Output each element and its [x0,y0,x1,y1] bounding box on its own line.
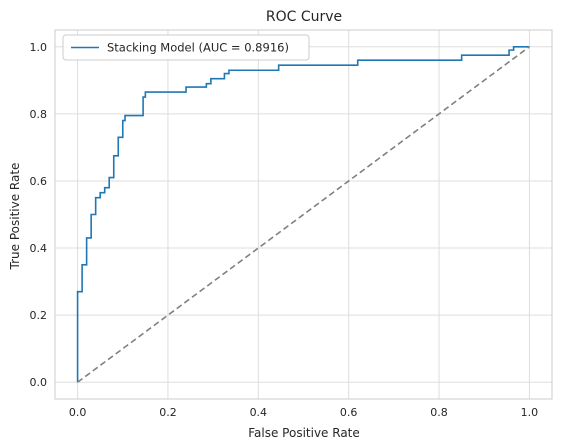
y-tick-label: 0.6 [30,175,48,188]
legend-box [62,34,310,61]
x-axis-label: False Positive Rate [248,426,360,440]
random-classifier-diagonal-line [77,46,530,383]
y-tick-label: 0.4 [30,242,48,255]
y-axis-label: True Positive Rate [8,163,22,271]
x-tick-label: 1.0 [521,406,539,419]
y-tick-label: 0.8 [30,108,48,121]
stacking-model-roc-line [76,45,530,383]
x-tick-label: 0.6 [340,406,358,419]
ticks: 0.0 0.2 0.4 0.6 0.8 1.0 0.0 0.2 0.4 0.6 0.8 1.0 [30,41,539,419]
y-tick-label: 0.0 [30,376,48,389]
x-tick-label: 0.8 [430,406,448,419]
x-tick-label: 0.2 [159,406,177,419]
chart-title: ROC Curve [266,9,342,25]
series [76,45,530,383]
x-tick-label: 0.4 [250,406,268,419]
y-tick-label: 1.0 [30,41,48,54]
y-tick-label: 0.2 [30,309,48,322]
x-tick-label: 0.0 [69,406,87,419]
plot-frame [54,29,553,400]
legend-label-stacking-model: Stacking Model (AUC = 0.8916) [107,41,289,55]
legend: Stacking Model (AUC = 0.8916) [62,34,310,61]
